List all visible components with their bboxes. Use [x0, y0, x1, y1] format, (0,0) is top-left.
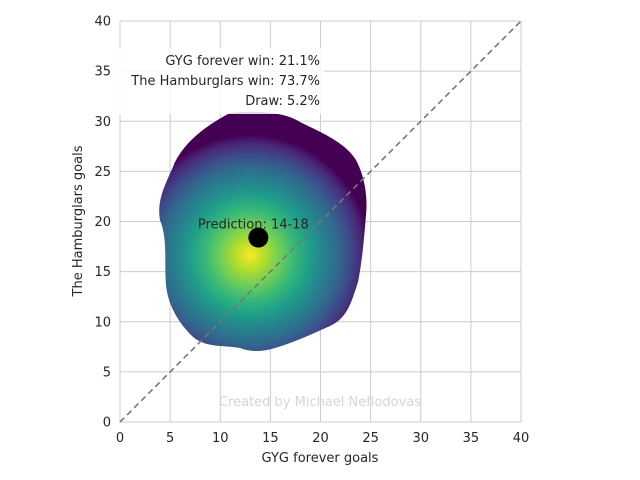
x-tick-label: 40 — [513, 431, 530, 446]
x-tick-label: 10 — [212, 431, 229, 446]
x-tick-label: 25 — [362, 431, 379, 446]
x-tick-label: 0 — [116, 431, 124, 446]
annotation-background — [117, 48, 324, 114]
home-win-label: GYG forever win: 21.1% — [165, 54, 320, 69]
prediction-point — [248, 227, 269, 248]
x-tick-label: 15 — [262, 431, 279, 446]
x-axis-ticks: 0 5 10 15 20 25 30 35 40 — [116, 431, 529, 446]
watermark-text: Created by Michael Nefiodovas — [219, 395, 421, 410]
y-tick-label: 15 — [94, 265, 111, 280]
draw-label: Draw: 5.2% — [245, 94, 320, 109]
x-axis-label: GYG forever goals — [262, 451, 379, 466]
x-tick-label: 5 — [166, 431, 174, 446]
win-probabilities-box: GYG forever win: 21.1% The Hamburglars w… — [117, 48, 324, 114]
y-tick-label: 40 — [94, 15, 111, 30]
y-tick-label: 5 — [103, 365, 111, 380]
x-tick-label: 20 — [312, 431, 329, 446]
x-tick-label: 30 — [412, 431, 429, 446]
y-tick-label: 20 — [94, 215, 111, 230]
y-tick-label: 0 — [103, 416, 111, 431]
y-axis-label: The Hamburglars goals — [71, 145, 86, 297]
y-axis-ticks: 0 5 10 15 20 25 30 35 40 — [94, 15, 111, 431]
away-win-label: The Hamburglars win: 73.7% — [130, 74, 320, 89]
y-tick-label: 35 — [94, 65, 111, 80]
diagonal-equal-line — [119, 20, 522, 423]
y-tick-label: 30 — [94, 115, 111, 130]
y-tick-label: 25 — [94, 165, 111, 180]
x-tick-label: 35 — [463, 431, 480, 446]
prediction-label: Prediction: 14-18 — [198, 218, 309, 233]
y-tick-label: 10 — [94, 315, 111, 330]
